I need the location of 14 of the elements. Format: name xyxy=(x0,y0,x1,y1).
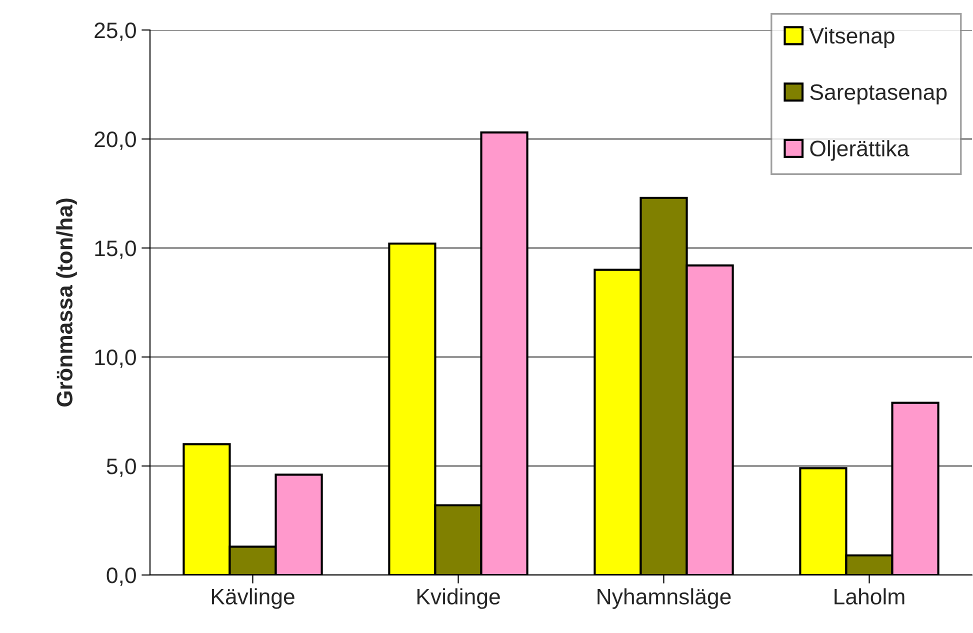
legend-label: Sareptasenap xyxy=(810,84,947,104)
x-tick-label: Laholm xyxy=(834,588,904,605)
y-tick-label: 25,0 xyxy=(94,22,136,41)
x-tick-label: Kävlinge xyxy=(212,588,294,609)
x-tick-label: Nyhamnsläge xyxy=(598,588,731,609)
y-tick-label: 15,0 xyxy=(95,240,136,259)
y-axis-title: Grönmassa (ton/ha) xyxy=(56,198,77,407)
y-tick-label: 5,0 xyxy=(106,458,136,477)
x-tick-label: Kvidinge xyxy=(417,588,500,609)
y-tick-label: 10,0 xyxy=(95,350,136,368)
legend-label: Vitsenap xyxy=(809,27,894,48)
y-tick-label: 20,0 xyxy=(94,132,136,150)
legend-label: Oljerättika xyxy=(810,140,910,161)
y-tick-label: 0,0 xyxy=(106,568,136,586)
